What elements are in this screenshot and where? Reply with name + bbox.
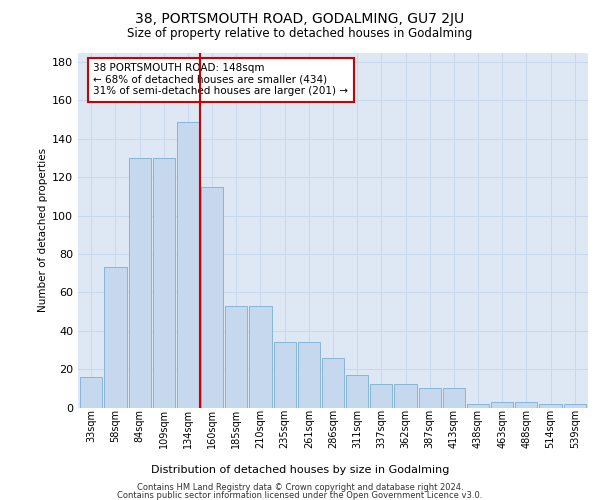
Bar <box>443 388 465 407</box>
Bar <box>250 306 272 408</box>
Bar <box>177 122 199 408</box>
Text: 38, PORTSMOUTH ROAD, GODALMING, GU7 2JU: 38, PORTSMOUTH ROAD, GODALMING, GU7 2JU <box>136 12 464 26</box>
Bar <box>201 187 223 408</box>
Bar <box>80 377 103 408</box>
Bar <box>563 404 586 407</box>
Bar <box>467 404 489 407</box>
Text: Size of property relative to detached houses in Godalming: Size of property relative to detached ho… <box>127 28 473 40</box>
Bar <box>394 384 416 407</box>
Y-axis label: Number of detached properties: Number of detached properties <box>38 148 48 312</box>
Bar <box>370 384 392 407</box>
Bar <box>322 358 344 408</box>
Bar <box>152 158 175 408</box>
Bar <box>274 342 296 407</box>
Bar <box>128 158 151 408</box>
Bar <box>298 342 320 407</box>
Bar <box>515 402 538 407</box>
Text: 38 PORTSMOUTH ROAD: 148sqm
← 68% of detached houses are smaller (434)
31% of sem: 38 PORTSMOUTH ROAD: 148sqm ← 68% of deta… <box>94 63 348 96</box>
Text: Contains public sector information licensed under the Open Government Licence v3: Contains public sector information licen… <box>118 490 482 500</box>
Bar <box>539 404 562 407</box>
Bar <box>491 402 514 407</box>
Text: Contains HM Land Registry data © Crown copyright and database right 2024.: Contains HM Land Registry data © Crown c… <box>137 483 463 492</box>
Bar <box>419 388 441 407</box>
Bar <box>225 306 247 408</box>
Bar <box>104 268 127 408</box>
Text: Distribution of detached houses by size in Godalming: Distribution of detached houses by size … <box>151 465 449 475</box>
Bar <box>346 375 368 408</box>
